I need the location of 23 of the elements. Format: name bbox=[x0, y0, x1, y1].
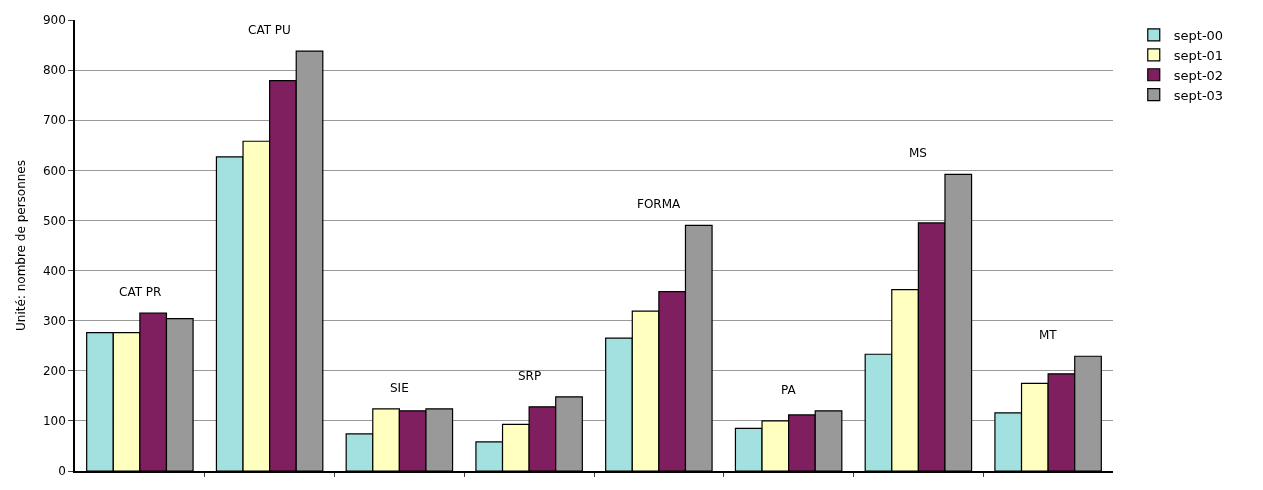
x-tick-label: PA bbox=[781, 383, 797, 397]
x-tick-label: SIE bbox=[390, 381, 409, 395]
x-tick-label: SRP bbox=[518, 369, 542, 383]
x-tick-label: CAT PR bbox=[119, 285, 162, 299]
legend-label: sept-03 bbox=[1173, 87, 1224, 103]
y-tick-label: 700 bbox=[42, 113, 66, 128]
legend-label: sept-00 bbox=[1173, 28, 1224, 44]
x-tick-label: MS bbox=[909, 146, 927, 160]
y-tick-label: 0 bbox=[58, 464, 66, 479]
y-tick-label: 200 bbox=[42, 363, 66, 378]
x-tick-label: FORMA bbox=[637, 197, 682, 211]
y-tick-label: 600 bbox=[42, 163, 66, 178]
y-tick-label: 800 bbox=[42, 63, 66, 78]
y-tick-label: 500 bbox=[42, 213, 66, 228]
y-axis-title: Unité: nombre de personnes bbox=[13, 160, 28, 331]
y-tick-label: 100 bbox=[42, 414, 66, 429]
x-tick-label: CAT PU bbox=[248, 23, 291, 37]
x-tick-label: MT bbox=[1039, 328, 1058, 342]
legend-label: sept-01 bbox=[1173, 47, 1224, 63]
y-tick-label: 300 bbox=[42, 313, 66, 328]
y-tick-label: 400 bbox=[42, 263, 66, 278]
legend-label: sept-02 bbox=[1173, 67, 1224, 83]
y-tick-label: 900 bbox=[42, 13, 66, 28]
